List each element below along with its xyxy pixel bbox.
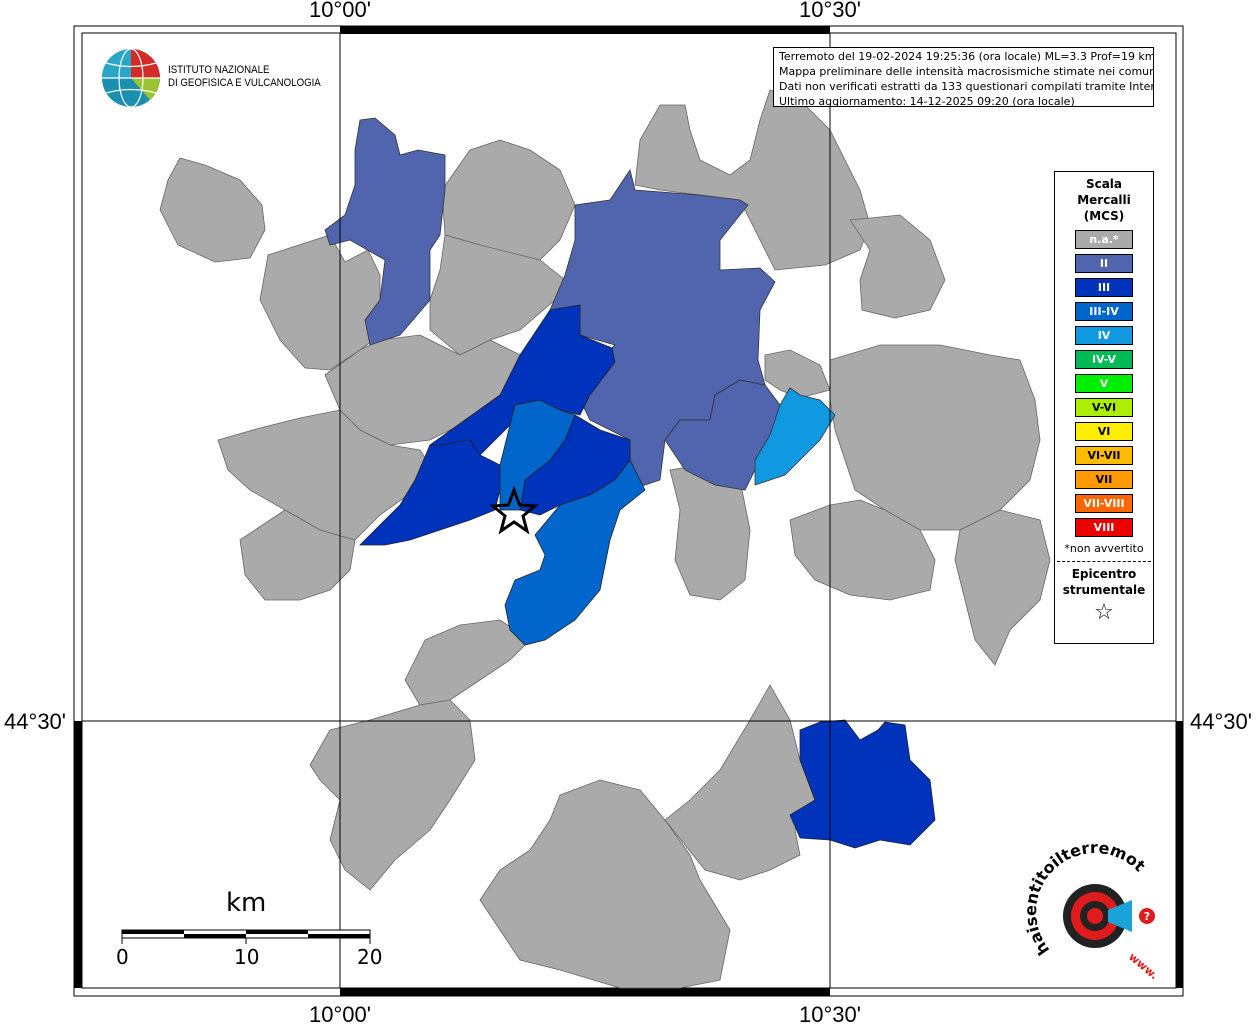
scale-segment xyxy=(184,934,246,938)
municipality xyxy=(404,619,531,706)
legend-item: VII xyxy=(1075,470,1133,489)
scale-unit: km xyxy=(226,888,267,918)
info-line: Mappa preliminare delle intensità macros… xyxy=(779,65,1154,78)
legend-note: *non avvertito xyxy=(1064,542,1144,555)
scale-label-20: 20 xyxy=(357,945,383,969)
mcs-legend: Scala Mercalli (MCS) n.a.* II III III-IV IV I… xyxy=(1054,171,1154,644)
coord-left-lat: 44°30' xyxy=(4,709,66,734)
coord-right-lat: 44°30' xyxy=(1190,709,1252,734)
municipality xyxy=(479,779,731,989)
legend-item: V-VI xyxy=(1075,398,1133,417)
municipality xyxy=(504,459,646,646)
scale-segment xyxy=(122,930,184,934)
legend-item: IV xyxy=(1075,326,1133,345)
scale-label-10: 10 xyxy=(234,945,260,969)
coord-top-right: 10°30' xyxy=(799,0,861,22)
municipality xyxy=(499,399,576,511)
municipality xyxy=(359,439,501,546)
logo-megaphone-icon xyxy=(1108,900,1132,932)
legend-item: VII-VIII xyxy=(1075,494,1133,513)
scale-segment xyxy=(308,934,370,938)
legend-item: VIII xyxy=(1075,518,1133,537)
legend-items: n.a.* II III III-IV IV IV-V V V-VI VI VI-VII VII VI… xyxy=(1055,230,1153,537)
info-line: Ultimo aggiornamento: 14-12-2025 09:20 (… xyxy=(779,95,1075,107)
coord-bottom-left: 10°00' xyxy=(309,1002,371,1024)
epicenter-star-icon xyxy=(489,485,539,535)
municipality xyxy=(789,719,936,849)
frame-bar-right xyxy=(1176,721,1183,988)
municipality xyxy=(764,349,831,399)
legend-item: n.a.* xyxy=(1075,230,1133,249)
municipality xyxy=(309,699,476,891)
legend-item: III-IV xyxy=(1075,302,1133,321)
ingv-name: ISTITUTO NAZIONALE DI GEOFISICA E VULCAN… xyxy=(168,64,321,90)
municipalities-iii xyxy=(359,304,936,849)
svg-text:?: ? xyxy=(1144,910,1150,923)
info-line: Dati non verificati estratti da 133 ques… xyxy=(779,80,1154,93)
logo-question-icon xyxy=(1139,908,1155,924)
logo-www: www. xyxy=(1126,950,1160,982)
municipality xyxy=(429,234,566,356)
legend-item: VI xyxy=(1075,422,1133,441)
info-line: Terremoto del 19-02-2024 19:25:36 (ora l… xyxy=(779,50,1154,63)
municipalities-na xyxy=(159,89,1051,989)
legend-title: Scala Mercalli (MCS) xyxy=(1077,177,1131,223)
legend-epicenter-label: Epicentro strumentale xyxy=(1062,567,1146,597)
legend-divider xyxy=(1057,561,1151,562)
municipality xyxy=(849,214,946,319)
municipalities-iii-iv xyxy=(499,399,646,646)
scale-segment xyxy=(246,930,308,934)
municipality xyxy=(789,499,936,601)
scale-label-0: 0 xyxy=(116,945,129,969)
info-box: Terremoto del 19-02-2024 19:25:36 (ora l… xyxy=(773,47,1154,107)
graticule xyxy=(82,33,1176,988)
ingv-line: DI GEOFISICA E VULCANOLOGIA xyxy=(168,77,321,89)
legend-item: V xyxy=(1075,374,1133,393)
legend-item: IV-V xyxy=(1075,350,1133,369)
ingv-line: ISTITUTO NAZIONALE xyxy=(168,64,270,76)
municipality xyxy=(754,387,836,486)
municipalities-iv xyxy=(754,387,836,486)
coord-top-left: 10°00' xyxy=(309,0,371,22)
scale-bar xyxy=(121,929,371,944)
legend-item: III xyxy=(1075,278,1133,297)
coord-bottom-right: 10°30' xyxy=(799,1002,861,1024)
legend-item: II xyxy=(1075,254,1133,273)
municipality xyxy=(954,509,1051,666)
municipality xyxy=(664,684,816,881)
municipalities-ii xyxy=(324,117,781,491)
ingv-globe-icon xyxy=(102,48,161,108)
frame-bar-bottom xyxy=(340,988,830,996)
legend-item: VI-VII xyxy=(1075,446,1133,465)
frame-bar-top xyxy=(340,26,830,34)
municipality xyxy=(324,117,446,346)
municipality xyxy=(664,379,781,491)
municipality xyxy=(159,157,266,263)
frame-bar-left xyxy=(74,721,82,988)
legend-star-icon: ☆ xyxy=(1094,600,1114,625)
